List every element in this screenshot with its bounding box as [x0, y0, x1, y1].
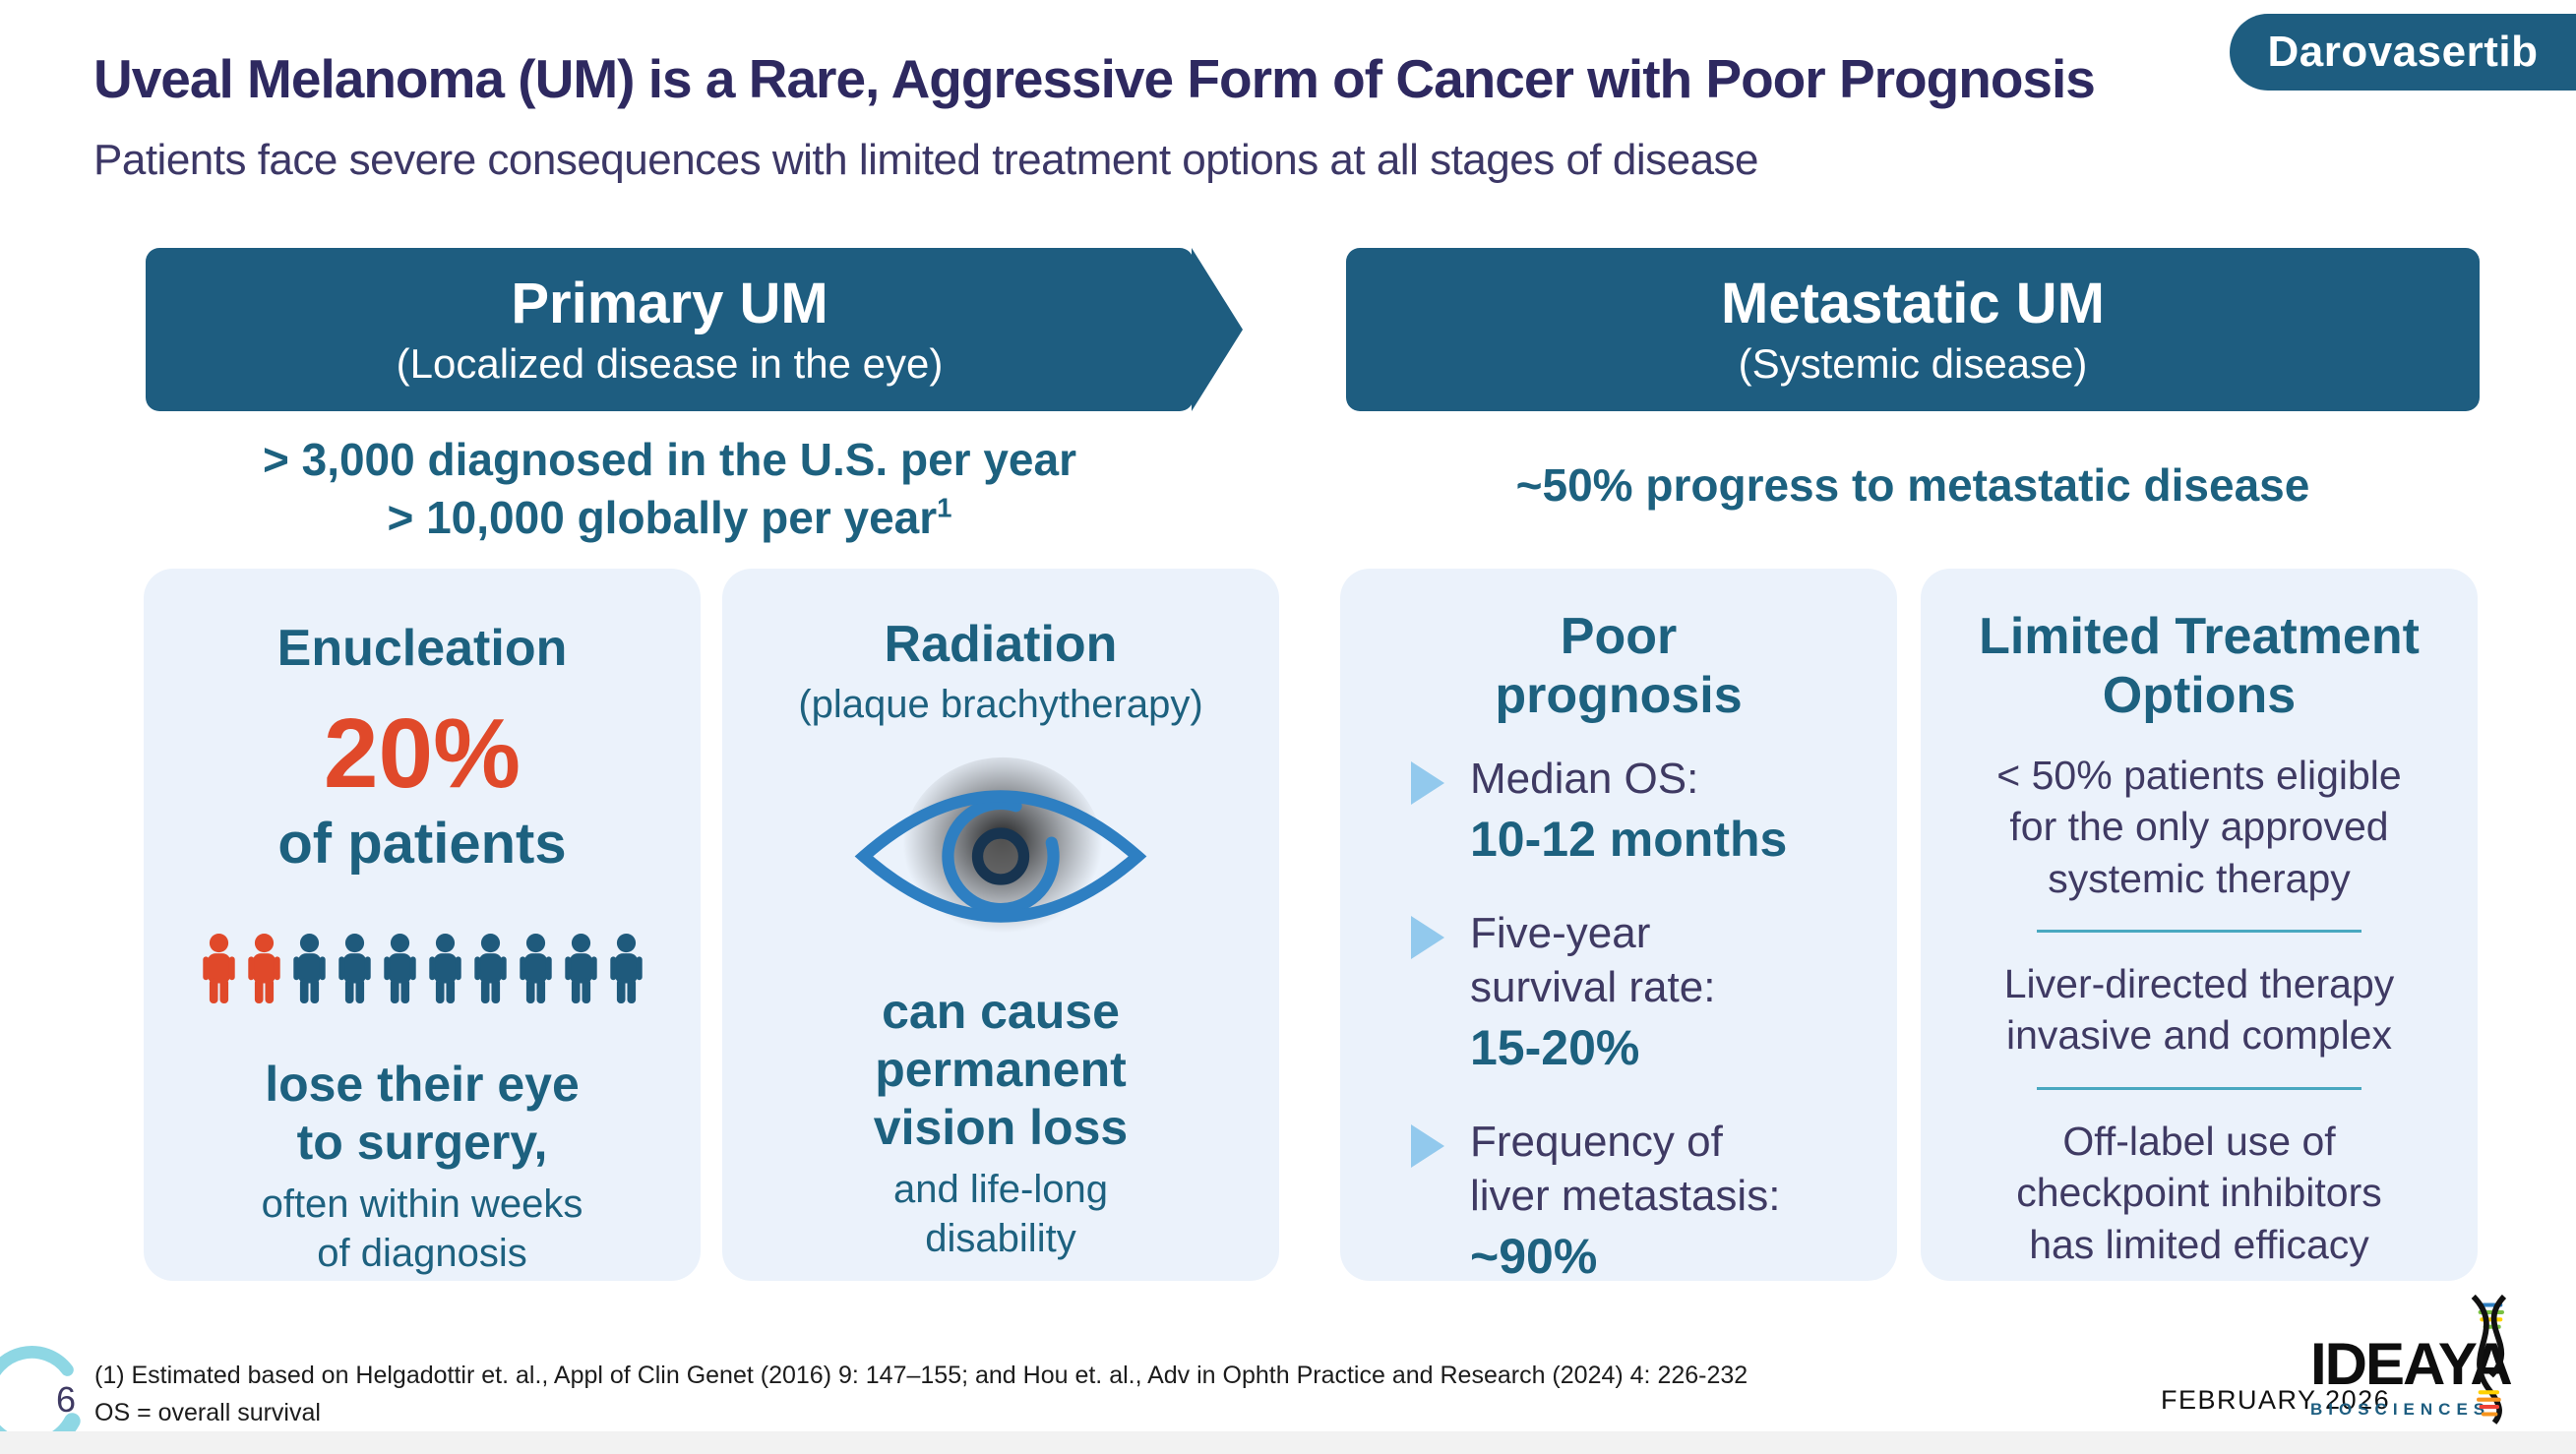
eye-icon — [843, 749, 1158, 965]
limited-treatment-card: Limited Treatment Options < 50% patients… — [1921, 569, 2478, 1281]
bottom-bar — [0, 1431, 2576, 1454]
metastatic-um-title: Metastatic UM — [1721, 271, 2105, 335]
biosciences-label: BIOSCIENCES — [2310, 1400, 2491, 1419]
person-icon — [244, 918, 284, 1020]
enucleation-card: Enucleation 20% of patients lose their e… — [144, 569, 701, 1281]
radiation-subtitle: (plaque brachytherapy) — [798, 682, 1203, 726]
person-icon — [470, 918, 511, 1020]
triangle-bullet-icon — [1411, 760, 1444, 805]
person-icon — [199, 918, 239, 1020]
ideaya-logo: IDEAYA BIOSCIENCES — [2310, 1294, 2556, 1424]
enucleation-percent-caption: of patients — [277, 811, 567, 876]
primary-um-subtitle: (Localized disease in the eye) — [396, 339, 944, 387]
person-icon — [606, 918, 646, 1020]
global-incidence-line: > 10,000 globally per year1 — [387, 491, 952, 543]
list-item: Median OS: 10-12 months — [1411, 752, 1897, 869]
patient-pictogram — [144, 918, 701, 1020]
poor-prognosis-card: Poor prognosis Median OS: 10-12 months F… — [1340, 569, 1897, 1284]
metastatic-progress-stat: ~50% progress to metastatic disease — [1515, 459, 2310, 511]
enucleation-percent: 20% — [323, 697, 521, 809]
triangle-bullet-icon — [1411, 1123, 1444, 1168]
enucleation-detail: often within weeks of diagnosis — [261, 1181, 583, 1275]
list-item: Off-label use of checkpoint inhibitors h… — [2016, 1118, 2382, 1267]
radiation-card: Radiation (plaque brachytherapy) can cau… — [722, 569, 1279, 1281]
person-icon — [380, 918, 420, 1020]
footnote-citation: (1) Estimated based on Helgadottir et. a… — [94, 1362, 1748, 1389]
list-item: Frequency of liver metastasis: ~90% — [1411, 1115, 1897, 1286]
metastatic-um-banner: Metastatic UM (Systemic disease) — [1346, 248, 2480, 411]
page-subtitle: Patients face severe consequences with l… — [93, 136, 1759, 184]
radiation-detail: and life-long disability — [893, 1167, 1108, 1260]
dna-helix-icon — [2454, 1294, 2527, 1424]
primary-um-title: Primary UM — [511, 271, 828, 335]
slide-date: FEBRUARY 2026 — [2161, 1385, 2391, 1415]
person-icon — [425, 918, 465, 1020]
divider — [2037, 1086, 2361, 1090]
person-icon — [561, 918, 601, 1020]
us-incidence-line: > 3,000 diagnosed in the U.S. per year — [262, 434, 1077, 485]
page-number: 6 — [56, 1379, 77, 1420]
triangle-bullet-icon — [1411, 915, 1444, 959]
metastatic-um-subtitle: (Systemic disease) — [1738, 339, 2088, 387]
drug-name: Darovasertib — [2267, 28, 2539, 76]
primary-um-banner: Primary UM (Localized disease in the eye… — [146, 248, 1243, 411]
radiation-statement: can cause permanent vision loss — [873, 983, 1129, 1155]
primary-incidence-stat: > 3,000 diagnosed in the U.S. per year >… — [146, 431, 1194, 547]
enucleation-title: Enucleation — [276, 620, 568, 677]
list-item: Five-year survival rate: 15-20% — [1411, 906, 1897, 1077]
person-icon — [335, 918, 375, 1020]
drug-name-badge: Darovasertib — [2230, 14, 2576, 91]
divider — [2037, 930, 2361, 933]
prognosis-bullet-list: Median OS: 10-12 months Five-year surviv… — [1340, 752, 1897, 1286]
list-item: Liver-directed therapy invasive and comp… — [2003, 961, 2395, 1059]
list-item: < 50% patients eligible for the only app… — [1996, 752, 2402, 901]
footnote-abbreviation: OS = overall survival — [94, 1398, 321, 1426]
enucleation-statement: lose their eye to surgery, — [265, 1056, 580, 1170]
radiation-title: Radiation — [884, 616, 1118, 673]
footnote: (1) Estimated based on Helgadottir et. a… — [94, 1358, 1748, 1431]
page-title: Uveal Melanoma (UM) is a Rare, Aggressiv… — [93, 48, 2096, 109]
person-icon — [516, 918, 556, 1020]
person-icon — [289, 918, 330, 1020]
treatment-item-list: < 50% patients eligible for the only app… — [1921, 750, 2478, 1271]
poor-prognosis-title: Poor prognosis — [1495, 608, 1743, 724]
footnote-marker: 1 — [937, 492, 952, 523]
limited-treatment-title: Limited Treatment Options — [1979, 608, 2420, 724]
